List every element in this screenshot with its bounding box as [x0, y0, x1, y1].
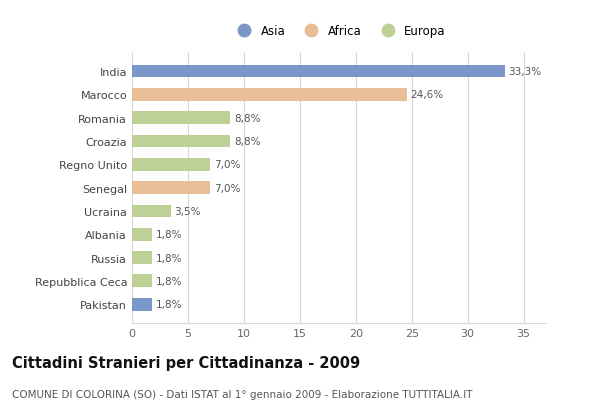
Bar	[132, 275, 152, 288]
Text: Cittadini Stranieri per Cittadinanza - 2009: Cittadini Stranieri per Cittadinanza - 2…	[12, 355, 360, 370]
Text: 7,0%: 7,0%	[214, 160, 240, 170]
Bar	[132, 182, 211, 195]
Text: 8,8%: 8,8%	[234, 137, 260, 146]
Text: 8,8%: 8,8%	[234, 113, 260, 124]
Bar	[132, 252, 152, 264]
Bar	[132, 135, 230, 148]
Bar	[132, 205, 171, 218]
Bar	[132, 158, 211, 171]
Bar	[132, 65, 505, 78]
Text: 24,6%: 24,6%	[410, 90, 444, 100]
Text: 1,8%: 1,8%	[155, 253, 182, 263]
Text: 1,8%: 1,8%	[155, 230, 182, 240]
Bar	[132, 89, 407, 101]
Text: 7,0%: 7,0%	[214, 183, 240, 193]
Text: 1,8%: 1,8%	[155, 299, 182, 310]
Bar	[132, 228, 152, 241]
Bar	[132, 298, 152, 311]
Text: COMUNE DI COLORINA (SO) - Dati ISTAT al 1° gennaio 2009 - Elaborazione TUTTITALI: COMUNE DI COLORINA (SO) - Dati ISTAT al …	[12, 389, 473, 399]
Text: 3,5%: 3,5%	[175, 207, 201, 216]
Legend: Asia, Africa, Europa: Asia, Africa, Europa	[229, 21, 449, 41]
Text: 33,3%: 33,3%	[508, 67, 541, 77]
Bar	[132, 112, 230, 125]
Text: 1,8%: 1,8%	[155, 276, 182, 286]
